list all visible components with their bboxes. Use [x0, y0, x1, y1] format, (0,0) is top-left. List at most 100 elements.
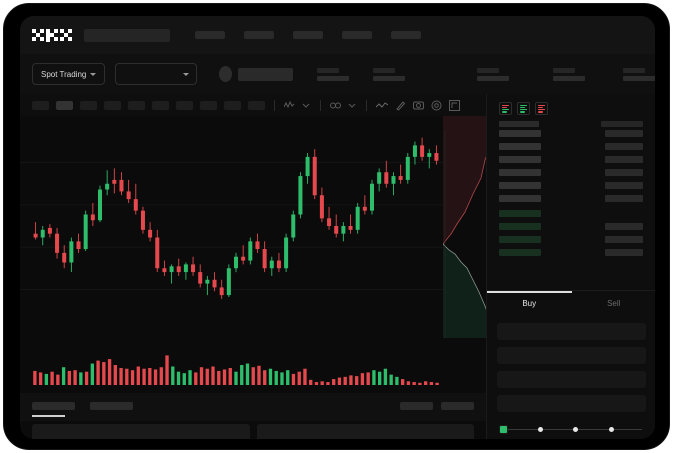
orderbook-mode-both-icon[interactable]	[499, 102, 512, 115]
market-stat-2	[373, 67, 405, 81]
orders-panel-right	[256, 424, 474, 439]
chevron-down-icon[interactable]	[348, 101, 357, 110]
nav-item-5[interactable]	[391, 31, 421, 39]
orders-action-1[interactable]	[400, 402, 433, 410]
orderbook-ask-row[interactable]	[487, 179, 655, 192]
search-input[interactable]	[84, 28, 170, 42]
timeframe-button-10[interactable]	[248, 100, 265, 110]
stat-value	[623, 75, 655, 81]
slider-stop-25[interactable]	[538, 426, 543, 432]
nav-items	[195, 31, 421, 39]
tab-buy-label: Buy	[522, 299, 537, 308]
tab-sell[interactable]: Sell	[572, 291, 656, 316]
price-field[interactable]	[497, 347, 646, 364]
tab-open-orders[interactable]	[32, 402, 75, 417]
trading-pair-select[interactable]	[115, 63, 197, 85]
market-stat-1	[317, 67, 349, 81]
mode-row	[501, 111, 507, 113]
total-field[interactable]	[497, 395, 646, 412]
ask-amount	[605, 169, 643, 176]
order-book-depth-overlay	[443, 116, 498, 344]
tablet-device-frame: Spot Trading	[3, 3, 670, 450]
amount-field[interactable]	[497, 371, 646, 388]
indicator-icon[interactable]	[284, 100, 295, 110]
volume-histogram-svg	[33, 355, 439, 385]
bid-price	[499, 249, 541, 256]
ask-price	[499, 182, 541, 189]
line-chart-icon[interactable]	[376, 101, 388, 110]
stat-label	[553, 67, 575, 73]
tab-order-history[interactable]	[90, 402, 133, 417]
orderbook-mode-bids-icon[interactable]	[517, 102, 530, 115]
mode-row	[519, 109, 527, 111]
slider-stop-75[interactable]	[609, 426, 614, 432]
orderbook-ask-row[interactable]	[487, 140, 655, 153]
stat-label	[373, 67, 395, 73]
okx-logo[interactable]	[32, 28, 72, 42]
spot-trading-selector[interactable]: Spot Trading	[32, 63, 106, 85]
chevron-down-icon[interactable]	[302, 101, 311, 110]
orders-action-2[interactable]	[441, 402, 474, 410]
bid-amount	[605, 249, 643, 256]
nav-item-4[interactable]	[342, 31, 372, 39]
last-price-display	[237, 67, 293, 81]
timeframe-button-8[interactable]	[200, 100, 217, 110]
candlestick-chart[interactable]	[20, 116, 486, 338]
slider-stop-50[interactable]	[573, 426, 578, 432]
ask-price	[499, 169, 541, 176]
mode-row	[537, 106, 543, 108]
nav-item-1[interactable]	[195, 31, 225, 39]
tab-label	[90, 402, 133, 410]
orderbook-ask-row[interactable]	[487, 192, 655, 205]
settings-icon[interactable]	[431, 100, 442, 111]
active-tab-underline	[32, 415, 65, 417]
orderbook-bid-row[interactable]	[487, 246, 655, 259]
mode-row	[501, 106, 507, 108]
orderbook-ask-row[interactable]	[487, 127, 655, 140]
amount-percentage-slider[interactable]	[499, 424, 644, 434]
order-type-field[interactable]	[497, 323, 646, 340]
toolbar-divider	[274, 99, 275, 111]
compare-icon[interactable]	[330, 101, 341, 110]
camera-icon[interactable]	[413, 100, 424, 110]
mode-row	[501, 109, 509, 111]
ask-amount	[605, 130, 643, 137]
tab-label	[32, 402, 75, 410]
timeframe-button-7[interactable]	[176, 100, 193, 110]
stat-value	[317, 75, 349, 81]
order-form	[487, 316, 655, 412]
nav-item-2[interactable]	[244, 31, 274, 39]
timeframe-button-3[interactable]	[80, 100, 97, 110]
ask-amount	[605, 182, 643, 189]
stat-value	[477, 75, 509, 81]
orderbook-price-header	[499, 121, 539, 127]
nav-item-3[interactable]	[293, 31, 323, 39]
tablet-screen: Spot Trading	[20, 16, 655, 439]
orderbook-ask-row[interactable]	[487, 166, 655, 179]
stat-value	[553, 75, 585, 81]
tab-sell-label: Sell	[607, 299, 621, 308]
slider-handle[interactable]	[499, 424, 508, 434]
depth-chart-svg	[443, 116, 498, 344]
market-stat-3	[477, 67, 509, 81]
timeframe-button-4[interactable]	[104, 100, 121, 110]
bid-price	[499, 236, 541, 243]
timeframe-button-6[interactable]	[152, 100, 169, 110]
pencil-icon[interactable]	[395, 100, 406, 111]
timeframe-button-5[interactable]	[128, 100, 145, 110]
tab-buy[interactable]: Buy	[487, 291, 572, 316]
timeframe-button-9[interactable]	[224, 100, 241, 110]
orderbook-ask-row[interactable]	[487, 153, 655, 166]
orderbook-mode-asks-icon[interactable]	[535, 102, 548, 115]
spot-trading-label: Spot Trading	[41, 69, 87, 79]
orderbook-bid-row[interactable]	[487, 207, 655, 220]
timeframe-button-2[interactable]	[56, 100, 73, 110]
orderbook-bid-row[interactable]	[487, 233, 655, 246]
order-book-and-trade-panel: Buy Sell	[486, 94, 655, 439]
fullscreen-icon[interactable]	[449, 99, 460, 111]
chevron-down-icon	[182, 72, 189, 76]
orderbook-bid-row[interactable]	[487, 220, 655, 233]
mode-row	[519, 106, 525, 108]
timeframe-button-1[interactable]	[32, 100, 49, 110]
market-stat-4	[553, 67, 585, 81]
